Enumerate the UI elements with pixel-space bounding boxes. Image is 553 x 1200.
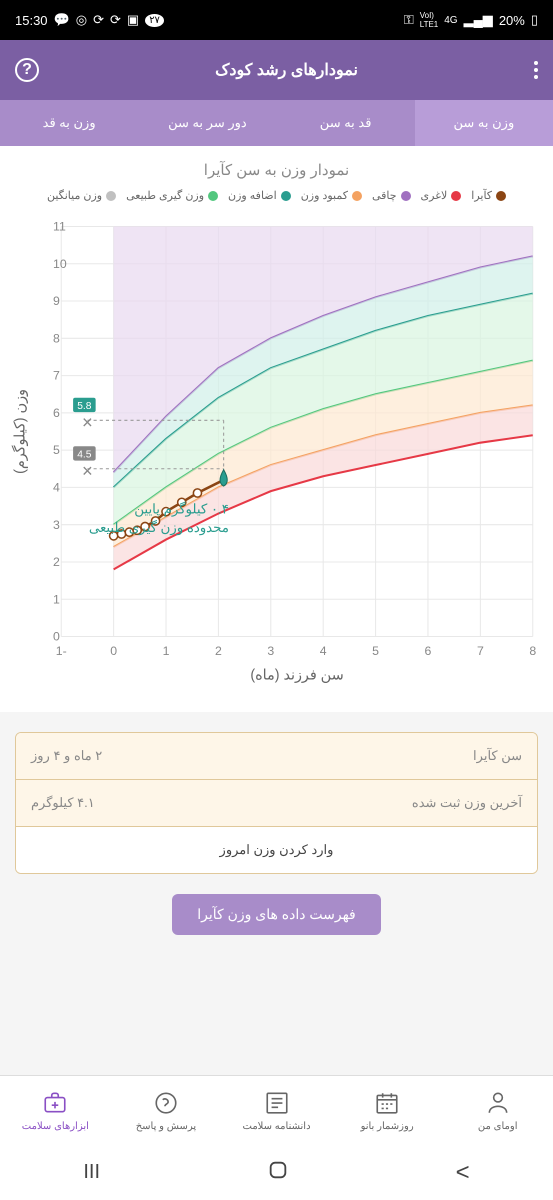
bottom-nav: اومای من روزشمار بانو دانشنامه سلامت پرس… xyxy=(0,1075,553,1145)
system-nav: III < xyxy=(0,1145,553,1200)
legend-item: لاغری xyxy=(421,189,462,202)
help-icon[interactable]: ? xyxy=(15,58,39,82)
svg-text:-1: -1 xyxy=(56,644,67,658)
vpn-icon: ⚿ xyxy=(404,12,414,28)
book-icon xyxy=(263,1089,291,1117)
svg-text:×: × xyxy=(82,460,93,481)
calendar-icon xyxy=(373,1089,401,1117)
info-row-age: سن کآیرا ۲ ماه و ۴ روز xyxy=(16,733,537,779)
data-list-button[interactable]: فهرست داده های وزن کآیرا xyxy=(172,894,380,935)
legend-item: چاقی xyxy=(372,189,411,202)
badge: ۲۷ xyxy=(145,14,164,27)
info-age-label: سن کآیرا xyxy=(473,748,522,764)
legend-item: وزن گیری طبیعی xyxy=(126,189,218,202)
svg-text:1: 1 xyxy=(53,592,60,606)
app-icon: ▣ xyxy=(127,12,139,28)
menu-icon[interactable] xyxy=(534,61,538,79)
svg-text:4: 4 xyxy=(53,481,60,495)
chart-legend: کآیرا لاغری چاقی کمبود وزن اضافه وزن وزن گیری… xyxy=(10,189,543,202)
svg-text:6: 6 xyxy=(53,406,60,420)
sync-icon: ⟳ xyxy=(93,12,104,28)
svg-text:2: 2 xyxy=(215,644,222,658)
svg-text:1: 1 xyxy=(163,644,170,658)
status-time: 15:30 xyxy=(15,13,48,28)
svg-text:2: 2 xyxy=(53,555,60,569)
tab-bar: وزن به سن قد به سن دور سر به سن وزن به ق… xyxy=(0,100,553,146)
home-button[interactable] xyxy=(267,1159,289,1186)
nav-tools[interactable]: ابزارهای سلامت xyxy=(0,1076,111,1145)
medkit-icon xyxy=(41,1089,69,1117)
svg-text:۰.۴ کیلوگرم پایین: ۰.۴ کیلوگرم پایین xyxy=(134,502,229,518)
svg-text:0: 0 xyxy=(110,644,117,658)
svg-text:9: 9 xyxy=(53,294,60,308)
svg-text:3: 3 xyxy=(267,644,274,658)
chat-icon: 💬 xyxy=(54,12,70,28)
svg-text:0: 0 xyxy=(53,630,60,644)
page-title: نمودارهای رشد کودک xyxy=(39,60,534,80)
tab-height-age[interactable]: قد به سن xyxy=(277,100,415,146)
svg-text:6: 6 xyxy=(425,644,432,658)
tab-head-age[interactable]: دور سر به سن xyxy=(138,100,276,146)
svg-text:5: 5 xyxy=(372,644,379,658)
question-icon xyxy=(152,1089,180,1117)
legend-item: کآیرا xyxy=(471,189,506,202)
app-bar: نمودارهای رشد کودک ? xyxy=(0,40,553,100)
svg-text:4: 4 xyxy=(320,644,327,658)
nav-label: روزشمار بانو xyxy=(361,1121,414,1132)
growth-chart: -101234567801234567891011سن فرزند (ماه)و… xyxy=(10,212,543,692)
status-bar: 15:30 💬 ◎ ⟳ ⟳ ▣ ۲۷ ⚿ VoI)LTE1 4G ▂▄▆ 20%… xyxy=(0,0,553,40)
nav-encyclopedia[interactable]: دانشنامه سلامت xyxy=(221,1076,332,1145)
back-button[interactable]: < xyxy=(456,1159,470,1187)
nav-qa[interactable]: پرسش و پاسخ xyxy=(111,1076,222,1145)
signal-icon: ▂▄▆ xyxy=(464,12,493,28)
instagram-icon: ◎ xyxy=(76,12,87,28)
legend-item: وزن میانگین xyxy=(47,189,116,202)
tab-weight-height[interactable]: وزن به قد xyxy=(0,100,138,146)
nav-calendar[interactable]: روزشمار بانو xyxy=(332,1076,443,1145)
svg-text:5.8: 5.8 xyxy=(77,401,92,412)
svg-text:4.5: 4.5 xyxy=(77,449,92,460)
chart-container: نمودار وزن به سن کآیرا کآیرا لاغری چاقی کمب… xyxy=(0,146,553,712)
nav-profile[interactable]: اومای من xyxy=(442,1076,553,1145)
svg-text:7: 7 xyxy=(53,369,60,383)
volte-icon: VoI)LTE1 xyxy=(420,11,439,29)
svg-text:سن فرزند (ماه): سن فرزند (ماه) xyxy=(250,668,343,684)
svg-text:11: 11 xyxy=(53,220,66,234)
svg-text:10: 10 xyxy=(53,257,67,271)
battery-icon: ▯ xyxy=(531,12,538,28)
svg-text:محدوده وزن گیری طبیعی: محدوده وزن گیری طبیعی xyxy=(89,520,229,536)
info-age-value: ۲ ماه و ۴ روز xyxy=(31,748,102,764)
svg-text:×: × xyxy=(82,412,93,433)
nav-label: دانشنامه سلامت xyxy=(243,1121,311,1132)
svg-text:8: 8 xyxy=(529,644,536,658)
svg-text:8: 8 xyxy=(53,331,60,345)
recents-button[interactable]: III xyxy=(83,1161,100,1184)
nav-label: پرسش و پاسخ xyxy=(136,1121,196,1132)
svg-text:7: 7 xyxy=(477,644,484,658)
info-card: سن کآیرا ۲ ماه و ۴ روز آخرین وزن ثبت شده… xyxy=(15,732,538,874)
battery-pct: 20% xyxy=(499,13,525,28)
tab-weight-age[interactable]: وزن به سن xyxy=(415,100,553,146)
profile-icon xyxy=(484,1089,512,1117)
svg-text:3: 3 xyxy=(53,518,60,532)
legend-item: کمبود وزن xyxy=(301,189,362,202)
info-weight-label: آخرین وزن ثبت شده xyxy=(412,795,522,811)
info-row-weight: آخرین وزن ثبت شده ۴.۱ کیلوگرم xyxy=(16,779,537,826)
nav-label: ابزارهای سلامت xyxy=(22,1121,89,1132)
signal-4g-icon: 4G xyxy=(444,15,457,26)
enter-weight-button[interactable]: وارد کردن وزن امروز xyxy=(16,826,537,873)
sync-icon-2: ⟳ xyxy=(110,12,121,28)
chart-title: نمودار وزن به سن کآیرا xyxy=(10,161,543,179)
svg-text:5: 5 xyxy=(53,443,60,457)
svg-text:وزن (کیلوگرم): وزن (کیلوگرم) xyxy=(11,389,28,474)
legend-item: اضافه وزن xyxy=(228,189,291,202)
nav-label: اومای من xyxy=(478,1121,518,1132)
info-weight-value: ۴.۱ کیلوگرم xyxy=(31,795,95,811)
